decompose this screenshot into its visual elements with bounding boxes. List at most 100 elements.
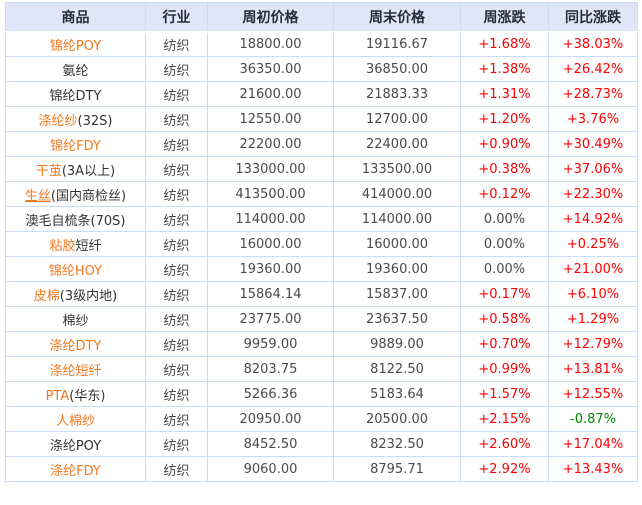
table-row: 生丝(国内商检丝) 纺织 413500.00 414000.00 +0.12% +22.3…: [5, 181, 638, 207]
weekly-change-cell: +0.99%: [460, 356, 549, 382]
table-row: 涤纶纱(32S) 纺织 12550.00 12700.00 +1.20% +3.76%: [5, 106, 638, 132]
industry-cell: 纺织: [145, 231, 208, 257]
week-start-price-cell: 16000.00: [207, 231, 334, 257]
yoy-change-cell: +12.55%: [548, 381, 638, 407]
product-cell: 锦纶FDY: [5, 131, 146, 157]
header-row: 商品 行业 周初价格 周末价格 周涨跌 同比涨跌: [5, 2, 638, 33]
table-header: 商品 行业 周初价格 周末价格 周涨跌 同比涨跌: [5, 2, 638, 33]
yoy-change-cell: +17.04%: [548, 431, 638, 457]
table-row: 锦纶FDY 纺织 22200.00 22400.00 +0.90% +30.49%: [5, 131, 638, 157]
product-text: 澳毛自梳条(70S): [25, 213, 126, 229]
col-header-weekly-change: 周涨跌: [460, 2, 549, 33]
week-end-price-cell: 133500.00: [333, 156, 461, 182]
yoy-change-cell: +22.30%: [548, 181, 638, 207]
week-end-price-cell: 9889.00: [333, 331, 461, 357]
yoy-change-cell: +21.00%: [548, 256, 638, 282]
weekly-change-cell: +0.17%: [460, 281, 549, 307]
table-row: 锦纶POY 纺织 18800.00 19116.67 +1.68% +38.03%: [5, 31, 638, 57]
weekly-change-cell: +2.60%: [460, 431, 549, 457]
yoy-change-cell: +1.29%: [548, 306, 638, 332]
product-cell: 粘胶短纤: [5, 231, 146, 257]
weekly-change-cell: +0.12%: [460, 181, 549, 207]
product-link[interactable]: 涤纶DTY: [49, 338, 102, 354]
product-text: (国内商检丝): [50, 188, 127, 204]
product-text: (32S): [77, 113, 113, 129]
week-start-price-cell: 9959.00: [207, 331, 334, 357]
weekly-change-cell: +1.68%: [460, 31, 549, 57]
table-row: 涤纶POY 纺织 8452.50 8232.50 +2.60% +17.04%: [5, 431, 638, 457]
col-header-week-end-price: 周末价格: [333, 2, 461, 33]
table-row: 澳毛自梳条(70S) 纺织 114000.00 114000.00 0.00% +14.9…: [5, 206, 638, 232]
week-start-price-cell: 20950.00: [207, 406, 334, 432]
week-end-price-cell: 19116.67: [333, 31, 461, 57]
table-row: 涤纶FDY 纺织 9060.00 8795.71 +2.92% +13.43%: [5, 456, 638, 482]
product-text: 棉纱: [62, 313, 89, 329]
product-link[interactable]: 涤纶短纤: [49, 363, 102, 379]
product-cell: 锦纶POY: [5, 31, 146, 57]
product-link[interactable]: 锦纶POY: [49, 38, 102, 54]
product-text: 锦纶DTY: [49, 88, 102, 104]
product-cell: 涤纶POY: [5, 431, 146, 457]
product-text: (华东): [69, 388, 106, 404]
week-start-price-cell: 5266.36: [207, 381, 334, 407]
table-row: 氨纶 纺织 36350.00 36850.00 +1.38% +26.42%: [5, 56, 638, 82]
industry-cell: 纺织: [145, 306, 208, 332]
col-header-yoy-change: 同比涨跌: [548, 2, 638, 33]
product-link[interactable]: 人棉纱: [55, 413, 95, 429]
product-text: (3级内地): [59, 288, 118, 304]
week-end-price-cell: 20500.00: [333, 406, 461, 432]
product-cell: PTA(华东): [5, 381, 146, 407]
industry-cell: 纺织: [145, 456, 208, 482]
product-cell: 皮棉(3级内地): [5, 281, 146, 307]
product-cell: 人棉纱: [5, 406, 146, 432]
yoy-change-cell: +3.76%: [548, 106, 638, 132]
product-link[interactable]: 粘胶: [49, 238, 76, 254]
table-row: PTA(华东) 纺织 5266.36 5183.64 +1.57% +12.55%: [5, 381, 638, 407]
yoy-change-cell: +13.43%: [548, 456, 638, 482]
col-header-week-start-price: 周初价格: [207, 2, 334, 33]
week-end-price-cell: 414000.00: [333, 181, 461, 207]
product-link[interactable]: 干茧: [35, 163, 62, 179]
weekly-change-cell: +0.58%: [460, 306, 549, 332]
weekly-change-cell: 0.00%: [460, 231, 549, 257]
industry-cell: 纺织: [145, 406, 208, 432]
yoy-change-cell: +14.92%: [548, 206, 638, 232]
product-link[interactable]: 涤纶纱: [38, 113, 78, 129]
product-link[interactable]: 锦纶HOY: [48, 263, 103, 279]
industry-cell: 纺织: [145, 206, 208, 232]
product-cell: 涤纶DTY: [5, 331, 146, 357]
product-link[interactable]: 涤纶FDY: [50, 463, 101, 479]
yoy-change-cell: +30.49%: [548, 131, 638, 157]
week-start-price-cell: 21600.00: [207, 81, 334, 107]
product-link[interactable]: 锦纶FDY: [50, 138, 101, 154]
product-link[interactable]: 生丝: [24, 188, 51, 204]
industry-cell: 纺织: [145, 81, 208, 107]
product-text: (3A以上): [61, 163, 116, 179]
week-end-price-cell: 22400.00: [333, 131, 461, 157]
week-end-price-cell: 36850.00: [333, 56, 461, 82]
product-cell: 涤纶FDY: [5, 456, 146, 482]
product-cell: 澳毛自梳条(70S): [5, 206, 146, 232]
industry-cell: 纺织: [145, 181, 208, 207]
industry-cell: 纺织: [145, 156, 208, 182]
week-start-price-cell: 18800.00: [207, 31, 334, 57]
table-row: 锦纶DTY 纺织 21600.00 21883.33 +1.31% +28.73%: [5, 81, 638, 107]
week-end-price-cell: 8122.50: [333, 356, 461, 382]
table-row: 干茧(3A以上) 纺织 133000.00 133500.00 +0.38% +37.06…: [5, 156, 638, 182]
yoy-change-cell: +6.10%: [548, 281, 638, 307]
industry-cell: 纺织: [145, 56, 208, 82]
week-end-price-cell: 8232.50: [333, 431, 461, 457]
col-header-product: 商品: [5, 2, 146, 33]
week-start-price-cell: 8203.75: [207, 356, 334, 382]
table-row: 涤纶短纤 纺织 8203.75 8122.50 +0.99% +13.81%: [5, 356, 638, 382]
product-cell: 棉纱: [5, 306, 146, 332]
weekly-change-cell: +0.70%: [460, 331, 549, 357]
product-link[interactable]: PTA: [45, 388, 70, 404]
week-start-price-cell: 114000.00: [207, 206, 334, 232]
yoy-change-cell: +28.73%: [548, 81, 638, 107]
industry-cell: 纺织: [145, 431, 208, 457]
week-end-price-cell: 12700.00: [333, 106, 461, 132]
industry-cell: 纺织: [145, 381, 208, 407]
weekly-change-cell: +1.20%: [460, 106, 549, 132]
product-link[interactable]: 皮棉: [33, 288, 60, 304]
